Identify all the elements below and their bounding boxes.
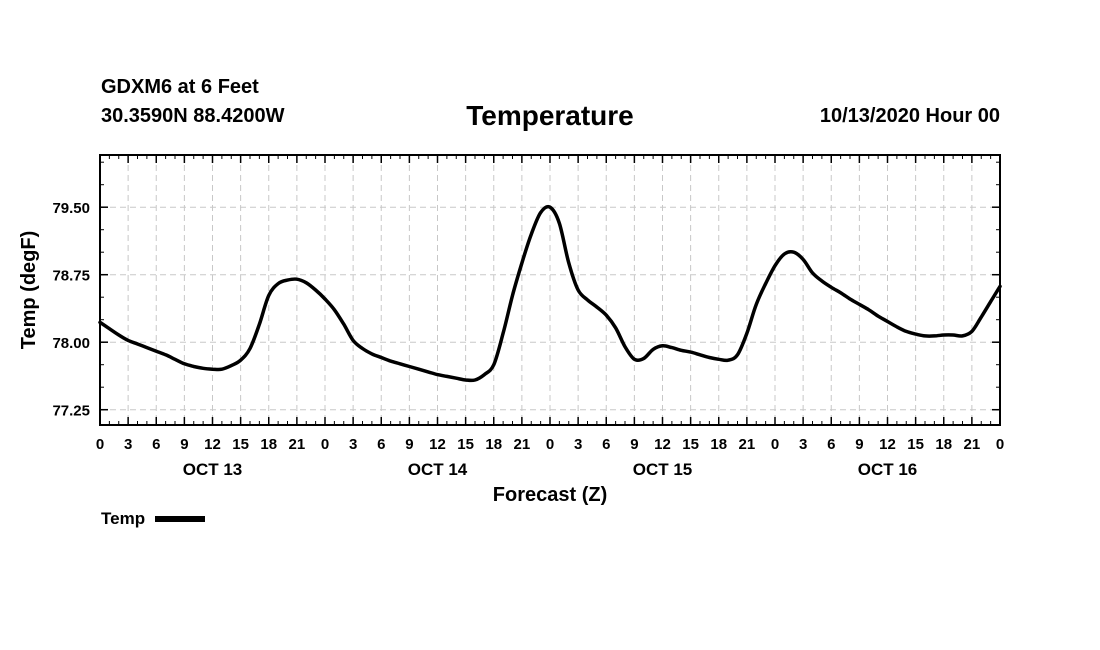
x-tick-label: 0 <box>996 436 1004 453</box>
x-tick-label: 0 <box>96 436 104 453</box>
station-label: GDXM6 at 6 Feet <box>101 76 259 98</box>
day-label: OCT 16 <box>858 460 918 479</box>
x-tick-label: 18 <box>260 436 277 453</box>
coordinates-label: 30.3590N 88.4200W <box>101 105 285 127</box>
temp-series-line <box>98 204 1002 383</box>
x-tick-label: 9 <box>855 436 863 453</box>
day-label: OCT 15 <box>633 460 693 479</box>
day-label: OCT 13 <box>183 460 243 479</box>
x-tick-label: 12 <box>879 436 896 453</box>
x-tick-label: 15 <box>907 436 924 453</box>
x-tick-label: 3 <box>574 436 582 453</box>
y-axis-label: Temp (degF) <box>18 231 40 350</box>
x-tick-label: 12 <box>204 436 221 453</box>
y-tick-label: 77.25 <box>52 403 90 420</box>
x-tick-label: 21 <box>289 436 306 453</box>
x-tick-label: 0 <box>321 436 329 453</box>
x-tick-label: 6 <box>602 436 610 453</box>
legend-label: Temp <box>101 509 146 528</box>
x-tick-label: 9 <box>180 436 188 453</box>
chart-title: Temperature <box>0 100 1100 132</box>
x-tick-label: 12 <box>429 436 446 453</box>
x-tick-label: 3 <box>349 436 357 453</box>
x-tick-label: 6 <box>827 436 835 453</box>
x-tick-label: 12 <box>654 436 671 453</box>
plot-frame <box>99 154 1001 426</box>
day-label: OCT 14 <box>408 460 468 479</box>
legend-line-swatch <box>155 516 206 522</box>
x-tick-label: 15 <box>232 436 249 453</box>
x-tick-label: 15 <box>457 436 474 453</box>
x-tick-label: 21 <box>739 436 756 453</box>
x-tick-label: 6 <box>152 436 160 453</box>
x-tick-label: 9 <box>405 436 413 453</box>
x-tick-label: 18 <box>710 436 727 453</box>
x-tick-label: 3 <box>799 436 807 453</box>
x-tick-label: 0 <box>546 436 554 453</box>
x-tick-label: 21 <box>514 436 531 453</box>
x-tick-label: 18 <box>485 436 502 453</box>
y-tick-label: 78.00 <box>52 335 90 352</box>
legend: Temp <box>101 509 206 529</box>
x-tick-label: 9 <box>630 436 638 453</box>
x-tick-label: 21 <box>964 436 981 453</box>
datetime-label: 10/13/2020 Hour 00 <box>819 105 1000 127</box>
chart-title-text: Temperature <box>466 100 634 131</box>
y-tick-label: 78.75 <box>52 268 90 285</box>
y-tick-label: 79.50 <box>52 200 90 217</box>
x-tick-label: 15 <box>682 436 699 453</box>
x-tick-label: 0 <box>771 436 779 453</box>
x-tick-label: 3 <box>124 436 132 453</box>
x-tick-label: 6 <box>377 436 385 453</box>
x-axis-label: Forecast (Z) <box>493 484 607 506</box>
x-tick-label: 18 <box>935 436 952 453</box>
